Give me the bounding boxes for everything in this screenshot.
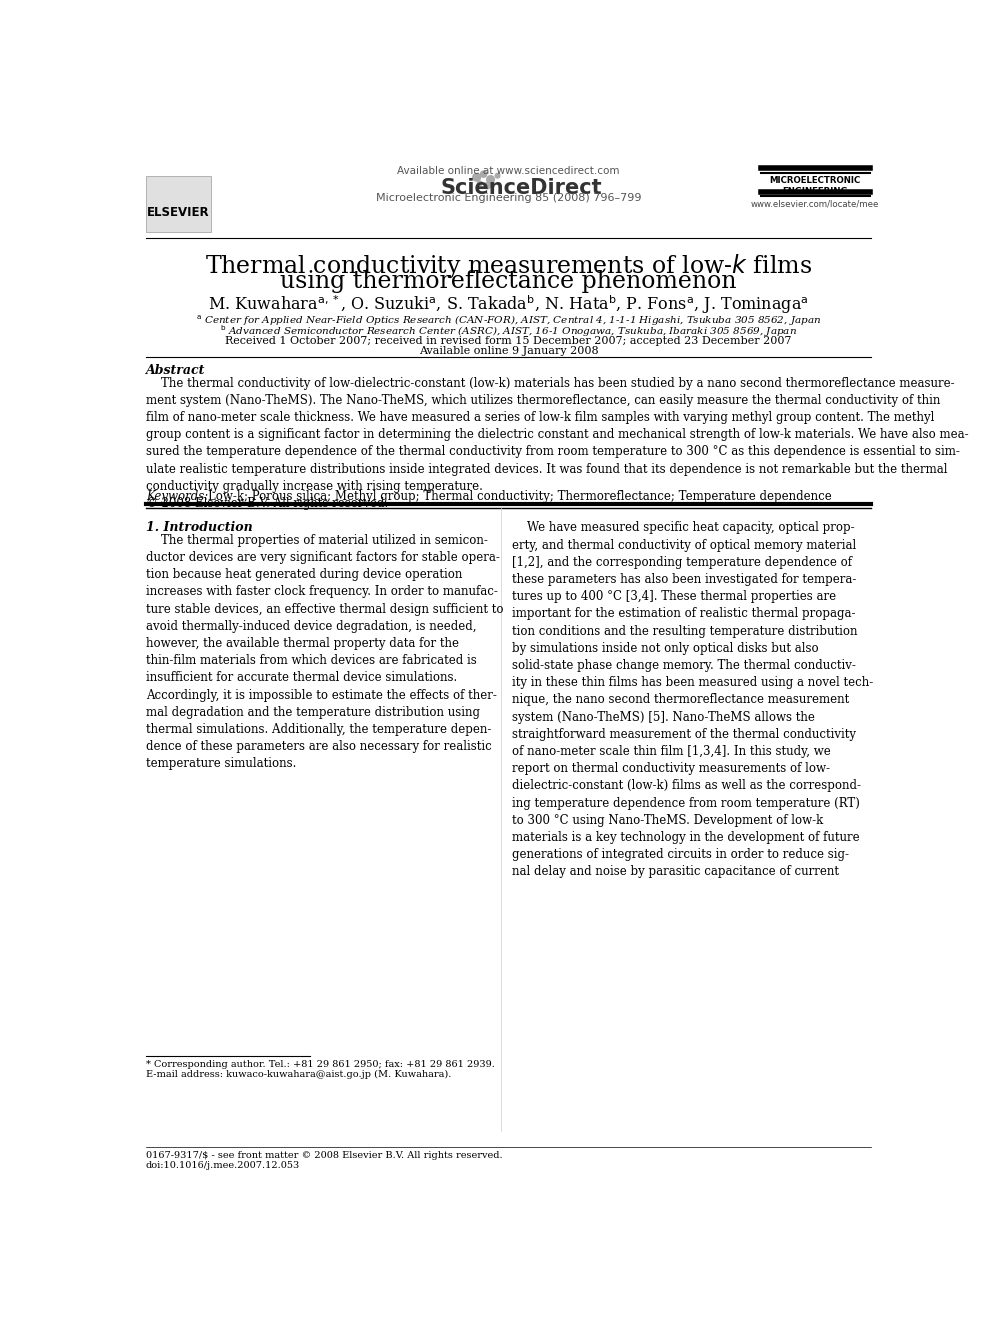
Circle shape	[484, 183, 491, 189]
FancyBboxPatch shape	[146, 176, 210, 232]
Text: MICROELECTRONIC
ENGINEERING: MICROELECTRONIC ENGINEERING	[770, 176, 861, 196]
Text: Microelectronic Engineering 85 (2008) 796–799: Microelectronic Engineering 85 (2008) 79…	[376, 193, 641, 204]
Text: $^{\rm b}$ Advanced Semiconductor Research Center (ASRC), AIST, 16-1 Onogawa, Ts: $^{\rm b}$ Advanced Semiconductor Resear…	[220, 324, 797, 339]
Text: E-mail address: kuwaco-kuwahara@aist.go.jp (M. Kuwahara).: E-mail address: kuwaco-kuwahara@aist.go.…	[146, 1070, 451, 1078]
Circle shape	[487, 176, 494, 184]
Circle shape	[480, 171, 487, 177]
Text: doi:10.1016/j.mee.2007.12.053: doi:10.1016/j.mee.2007.12.053	[146, 1160, 300, 1170]
Text: Available online 9 January 2008: Available online 9 January 2008	[419, 345, 598, 356]
Text: Available online at www.sciencedirect.com: Available online at www.sciencedirect.co…	[397, 167, 620, 176]
Text: Received 1 October 2007; received in revised form 15 December 2007; accepted 23 : Received 1 October 2007; received in rev…	[225, 336, 792, 345]
Text: The thermal conductivity of low-dielectric-constant (low-k) materials has been s: The thermal conductivity of low-dielectr…	[146, 377, 968, 511]
Circle shape	[495, 173, 500, 179]
Text: Thermal conductivity measurements of low-$k$ films: Thermal conductivity measurements of low…	[205, 251, 811, 280]
Text: $^{\rm a}$ Center for Applied Near-Field Optics Research (CAN-FOR), AIST, Centra: $^{\rm a}$ Center for Applied Near-Field…	[195, 314, 821, 328]
Text: We have measured specific heat capacity, optical prop-
erty, and thermal conduct: We have measured specific heat capacity,…	[512, 521, 873, 878]
Text: www.elsevier.com/locate/mee: www.elsevier.com/locate/mee	[751, 200, 880, 209]
Circle shape	[473, 173, 480, 181]
Text: 0167-9317/$ - see front matter © 2008 Elsevier B.V. All rights reserved.: 0167-9317/$ - see front matter © 2008 El…	[146, 1151, 502, 1160]
Text: Keywords:: Keywords:	[146, 490, 208, 503]
Text: Abstract: Abstract	[146, 364, 205, 377]
Text: M. Kuwahara$^{\rm a,*}$, O. Suzuki$^{\rm a}$, S. Takada$^{\rm b}$, N. Hata$^{\rm: M. Kuwahara$^{\rm a,*}$, O. Suzuki$^{\rm…	[208, 294, 808, 316]
Circle shape	[477, 181, 482, 185]
Text: The thermal properties of material utilized in semicon-
ductor devices are very : The thermal properties of material utili…	[146, 533, 503, 770]
Text: * Corresponding author. Tel.: +81 29 861 2950; fax: +81 29 861 2939.: * Corresponding author. Tel.: +81 29 861…	[146, 1061, 495, 1069]
Text: 1. Introduction: 1. Introduction	[146, 521, 252, 534]
Text: using thermoreflectance phenomenon: using thermoreflectance phenomenon	[280, 270, 737, 294]
Text: ScienceDirect: ScienceDirect	[440, 179, 602, 198]
Text: ELSEVIER: ELSEVIER	[147, 206, 209, 218]
Text: Low-k; Porous silica; Methyl group; Thermal conductivity; Thermoreflectance; Tem: Low-k; Porous silica; Methyl group; Ther…	[207, 490, 831, 503]
